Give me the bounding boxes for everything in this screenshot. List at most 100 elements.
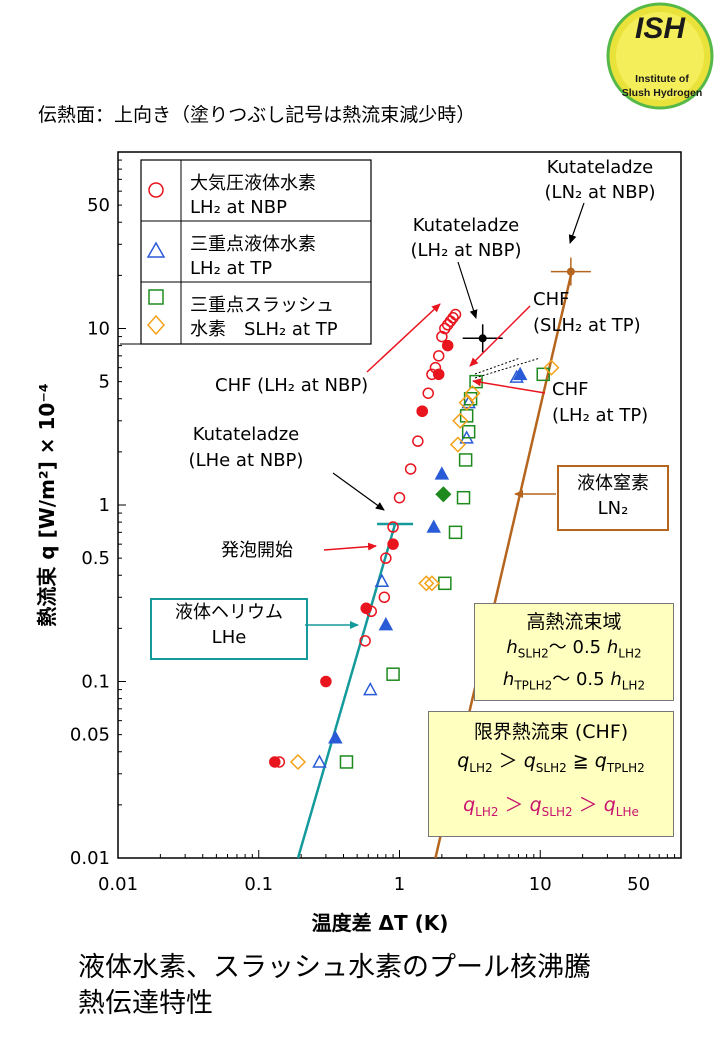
chf-slh2-line2: (SLH₂ at TP) — [533, 315, 641, 336]
data-point-triangle — [312, 754, 327, 768]
bubble-onset-arrow — [323, 542, 377, 551]
data-point-circle — [320, 675, 332, 688]
data-point-circle — [432, 368, 445, 381]
high-flux-line1: hSLH2〜 0.5 hLH2 — [506, 637, 642, 661]
data-point-triangle — [426, 519, 441, 533]
data-point-square — [469, 374, 483, 389]
chf-lh2-nbp-label: CHF (LH₂ at NBP) — [215, 375, 368, 396]
legend-diamond-icon — [146, 314, 166, 336]
chf-box: 限界熱流束 (CHF) qLH2 ＞ qSLH2 ≧ qTPLH2 qLH2 ＞… — [428, 711, 674, 837]
data-point-diamond — [289, 753, 307, 771]
footer-caption: 液体水素、スラッシュ水素のプール核沸騰 熱伝達特性 — [78, 950, 591, 1022]
chf-slh2-arrow — [469, 305, 531, 367]
y-tick-label: 0.05 — [70, 725, 110, 746]
data-point-diamond — [543, 359, 560, 376]
data-point-circle — [404, 463, 417, 475]
ln2-label-box: 液体窒素 LN₂ — [557, 465, 669, 531]
chf-box-line2: qLH2 ＞ qSLH2 ＞ qLHe — [463, 793, 639, 819]
data-point-triangle — [378, 617, 394, 631]
data-point-square — [386, 667, 400, 681]
data-point-circle — [449, 308, 462, 321]
boiling-chart: 0.01 0.1 1 10 50 0.01 0.05 0.1 0.5 1 5 10 50 大気圧液体水素… — [35, 151, 682, 935]
chf-lh2-tp-line1: CHF — [552, 379, 588, 400]
kutateladze-ln2-line1: Kutateladze — [547, 157, 654, 178]
y-tick-label: 10 — [87, 319, 110, 340]
x-tick-label: 1 — [394, 874, 405, 895]
high-flux-box: 高熱流束域 hSLH2〜 0.5 hLH2 hTPLH2〜 0.5 hLH2 — [474, 603, 674, 701]
data-point-circle — [380, 552, 392, 564]
data-point-diamond — [418, 575, 435, 592]
data-point-circle — [360, 602, 372, 615]
ish-logo: ISH Institute of Slush Hydrogen — [606, 2, 714, 110]
y-tick-label: 5 — [99, 372, 110, 393]
data-point-diamond — [449, 436, 466, 453]
footer-line1: 液体水素、スラッシュ水素のプール核沸騰 — [78, 952, 591, 983]
data-point-circle — [447, 312, 459, 324]
y-axis-label: 熱流束 q [W/m²] × 10⁻⁴ — [35, 383, 59, 626]
data-point-circle — [412, 435, 424, 447]
data-point-square — [438, 576, 452, 591]
kutateladze-lhe-line1: Kutateladze — [193, 424, 300, 445]
ln2-label-line2: LN₂ — [597, 498, 629, 519]
y-tick-label: 1 — [99, 495, 110, 516]
chf-lh2-tp-line2: (LH₂ at TP) — [552, 405, 648, 426]
x-tick-label: 0.1 — [244, 874, 273, 895]
kutateladze-lh2-arrow — [457, 261, 478, 319]
y-tick-label: 50 — [87, 195, 110, 216]
data-point-triangle — [328, 730, 343, 744]
kutateladze-lhe-line2: (LHe at NBP) — [189, 450, 304, 471]
data-point-square — [458, 453, 473, 467]
data-point-triangle — [374, 573, 390, 587]
chf-lh2-tp-arrow — [472, 378, 546, 394]
x-axis-label: 温度差 ΔT (K) — [312, 911, 449, 935]
data-point-diamond — [423, 575, 440, 592]
x-tick-label: 0.01 — [98, 874, 138, 895]
legend-2-line2: LH₂ at TP — [190, 258, 272, 279]
x-tick-label: 50 — [627, 874, 650, 895]
data-point-triangle — [512, 366, 528, 381]
data-point-square — [461, 425, 476, 439]
reference-line — [296, 523, 397, 859]
data-point-square — [456, 490, 471, 505]
kutateladze-lhe-arrow — [332, 472, 385, 511]
kutateladze-ln2-line2: (LN₂ at NBP) — [545, 182, 656, 203]
data-point-circle — [393, 491, 406, 504]
y-tick-label: 0.01 — [70, 848, 110, 869]
data-points — [269, 308, 560, 771]
data-point-triangle — [434, 466, 450, 480]
logo-text: ISH — [635, 12, 686, 45]
y-tick-label: 0.5 — [81, 548, 110, 569]
legend-circle-icon — [148, 182, 164, 198]
data-point-circle — [387, 521, 399, 533]
y-tick-label: 0.1 — [81, 672, 110, 693]
chf-box-title: 限界熱流束 (CHF) — [473, 721, 629, 743]
data-point-square — [448, 525, 463, 540]
kutateladze-marker — [566, 267, 575, 276]
legend-1-line1: 大気圧液体水素 — [190, 173, 316, 194]
kutateladze-marker — [478, 334, 487, 343]
high-flux-title: 高熱流束域 — [526, 611, 622, 633]
chf-tie-line-2 — [474, 357, 541, 379]
lhe-label-line1: 液体ヘリウム — [175, 602, 283, 623]
legend-square-icon — [148, 289, 164, 305]
legend-2-line1: 三重点液体水素 — [190, 234, 316, 255]
data-point-circle — [422, 387, 434, 399]
high-flux-line2: hTPLH2〜 0.5 hLH2 — [502, 668, 646, 693]
data-point-circle — [432, 350, 445, 362]
axis-ticks: 0.01 0.1 1 10 50 0.01 0.05 0.1 0.5 1 5 10 50 — [70, 159, 676, 895]
data-point-circle — [378, 591, 391, 604]
lhe-label-line2: LHe — [211, 627, 247, 648]
lhe-label-box: 液体ヘリウム LHe — [150, 598, 308, 660]
chf-box-line1: qLH2 ＞ qSLH2 ≧ qTPLH2 — [457, 750, 645, 775]
data-point-diamond — [435, 486, 452, 503]
footer-line2: 熱伝達特性 — [78, 988, 213, 1019]
kutateladze-lh2-line1: Kutateladze — [413, 215, 520, 236]
kutateladze-lh2-line2: (LH₂ at NBP) — [410, 240, 521, 261]
legend: 大気圧液体水素 LH₂ at NBP 三重点液体水素 LH₂ at TP 三重点… — [120, 159, 372, 345]
ln2-label-line1: 液体窒素 — [577, 473, 649, 494]
chf-slh2-line1: CHF — [533, 289, 569, 310]
data-point-circle — [387, 538, 399, 550]
legend-3-line1: 三重点スラッシュ — [190, 295, 334, 316]
chf-lh2-nbp-arrow — [366, 303, 441, 373]
legend-3-line2: 水素 SLH₂ at TP — [190, 319, 338, 340]
